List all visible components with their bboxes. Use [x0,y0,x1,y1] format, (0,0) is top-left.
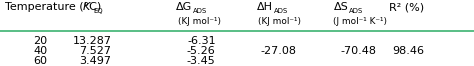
Text: (J mol⁻¹ K⁻¹): (J mol⁻¹ K⁻¹) [333,17,387,26]
Text: (KJ mol⁻¹): (KJ mol⁻¹) [258,17,301,26]
Text: (KJ mol⁻¹): (KJ mol⁻¹) [178,17,220,26]
Text: 3.497: 3.497 [79,56,111,66]
Text: 40: 40 [33,46,47,56]
Text: ΔG: ΔG [176,2,192,12]
Text: -6.31: -6.31 [187,36,216,46]
Text: -3.45: -3.45 [187,56,216,66]
Text: -27.08: -27.08 [260,46,296,56]
Text: ADS: ADS [273,8,288,14]
Text: 7.527: 7.527 [79,46,111,56]
Text: R² (%): R² (%) [389,2,424,12]
Text: 13.287: 13.287 [73,36,111,46]
Text: 60: 60 [33,56,47,66]
Text: ΔS: ΔS [334,2,348,12]
Text: ΔH: ΔH [256,2,273,12]
Text: Temperature (°C): Temperature (°C) [5,2,101,12]
Text: ADS: ADS [349,8,364,14]
Text: -5.26: -5.26 [187,46,216,56]
Text: -70.48: -70.48 [341,46,377,56]
Text: 98.46: 98.46 [392,46,424,56]
Text: 20: 20 [33,36,47,46]
Text: ADS: ADS [193,8,207,14]
Text: EQ: EQ [93,8,103,14]
Text: K: K [83,2,90,12]
